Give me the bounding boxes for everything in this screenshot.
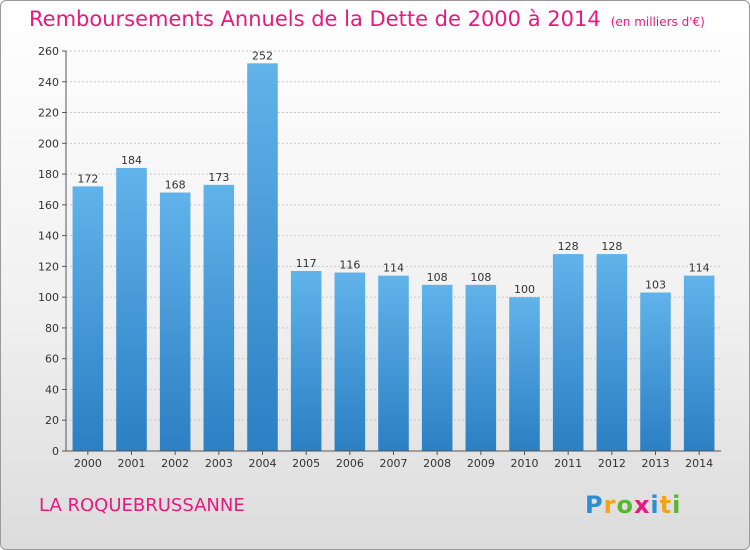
bar-2006 bbox=[334, 272, 366, 451]
y-tick-label: 80 bbox=[45, 322, 59, 335]
x-tick-label-2005: 2005 bbox=[292, 457, 320, 470]
logo-letter: i bbox=[672, 491, 682, 519]
x-tick-label-2002: 2002 bbox=[161, 457, 189, 470]
bar-2009 bbox=[465, 284, 497, 451]
data-label-2002: 168 bbox=[165, 179, 186, 192]
bar-2011 bbox=[552, 254, 584, 451]
data-label-2000: 172 bbox=[77, 172, 98, 185]
data-label-2010: 100 bbox=[514, 283, 535, 296]
data-label-2004: 252 bbox=[252, 49, 273, 62]
x-tick-label-2013: 2013 bbox=[642, 457, 670, 470]
bar-2002 bbox=[159, 192, 191, 452]
y-tick-label: 40 bbox=[45, 383, 59, 396]
logo-letter: i bbox=[650, 491, 660, 519]
bar-2014 bbox=[683, 275, 715, 451]
data-label-2006: 116 bbox=[339, 259, 360, 272]
data-label-2009: 108 bbox=[470, 271, 491, 284]
logo-letter: x bbox=[633, 491, 651, 519]
bar-2008 bbox=[421, 284, 453, 451]
logo-letter: P bbox=[585, 491, 604, 519]
y-axis: 0 20 40 60 80 100 120 140 160 180 200 220 240 260 bbox=[38, 45, 67, 458]
y-tick-label: 220 bbox=[38, 107, 59, 120]
y-tick-label: 100 bbox=[38, 291, 59, 304]
x-tick-label-2003: 2003 bbox=[205, 457, 233, 470]
bars bbox=[72, 63, 715, 452]
x-tick-label-2012: 2012 bbox=[598, 457, 626, 470]
x-tick-label-2010: 2010 bbox=[511, 457, 539, 470]
bar-2001 bbox=[116, 167, 147, 451]
chart-title-unit: (en milliers d'€) bbox=[610, 15, 705, 29]
x-tick-label-2001: 2001 bbox=[118, 457, 146, 470]
data-label-2003: 173 bbox=[208, 171, 229, 184]
bar-2003 bbox=[203, 184, 235, 451]
data-label-2001: 184 bbox=[121, 154, 142, 167]
data-labels: 172 184 168 173 252 117 116 114 108 108 100 128 128 1… bbox=[77, 49, 709, 296]
bar-2005 bbox=[290, 271, 322, 451]
y-tick-label: 260 bbox=[38, 45, 59, 58]
bar-2007 bbox=[378, 275, 409, 451]
data-label-2007: 114 bbox=[383, 262, 404, 275]
data-label-2014: 114 bbox=[689, 262, 710, 275]
y-tick-label: 120 bbox=[38, 260, 59, 273]
y-tick-label: 60 bbox=[45, 353, 59, 366]
x-tick-label-2004: 2004 bbox=[249, 457, 277, 470]
logo-letter: r bbox=[603, 491, 617, 519]
y-tick-label: 180 bbox=[38, 168, 59, 181]
data-label-2008: 108 bbox=[427, 271, 448, 284]
x-tick-label-2014: 2014 bbox=[685, 457, 713, 470]
data-label-2012: 128 bbox=[601, 240, 622, 253]
y-tick-label: 240 bbox=[38, 76, 59, 89]
x-tick-label-2007: 2007 bbox=[380, 457, 408, 470]
data-label-2013: 103 bbox=[645, 279, 666, 292]
y-tick-label: 200 bbox=[38, 137, 59, 150]
x-tick-label-2011: 2011 bbox=[554, 457, 582, 470]
x-axis: 2000 2001 2002 2003 2004 2005 2006 2007 2008 2009… bbox=[66, 450, 721, 470]
x-tick-label-2000: 2000 bbox=[74, 457, 102, 470]
data-label-2005: 117 bbox=[296, 257, 317, 270]
chart-title: Remboursements Annuels de la Dette de 20… bbox=[29, 7, 705, 31]
logo-letter: o bbox=[616, 491, 634, 519]
x-tick-label-2008: 2008 bbox=[423, 457, 451, 470]
y-tick-label: 160 bbox=[38, 199, 59, 212]
bar-2013 bbox=[640, 292, 671, 451]
proxiti-logo: Proxiti bbox=[585, 491, 681, 519]
commune-name: LA ROQUEBRUSSANNE bbox=[39, 495, 245, 516]
logo-letter: t bbox=[659, 491, 673, 519]
x-tick-label-2009: 2009 bbox=[467, 457, 495, 470]
y-tick-label: 0 bbox=[52, 445, 59, 458]
x-tick-label-2006: 2006 bbox=[336, 457, 364, 470]
bar-2012 bbox=[596, 254, 628, 451]
bar-2000 bbox=[72, 186, 104, 451]
chart-title-main: Remboursements Annuels de la Dette de 20… bbox=[29, 7, 601, 31]
bar-2010 bbox=[509, 297, 540, 451]
y-tick-label: 140 bbox=[38, 230, 59, 243]
y-tick-label: 20 bbox=[45, 414, 59, 427]
bar-2004 bbox=[247, 63, 278, 452]
data-label-2011: 128 bbox=[558, 240, 579, 253]
